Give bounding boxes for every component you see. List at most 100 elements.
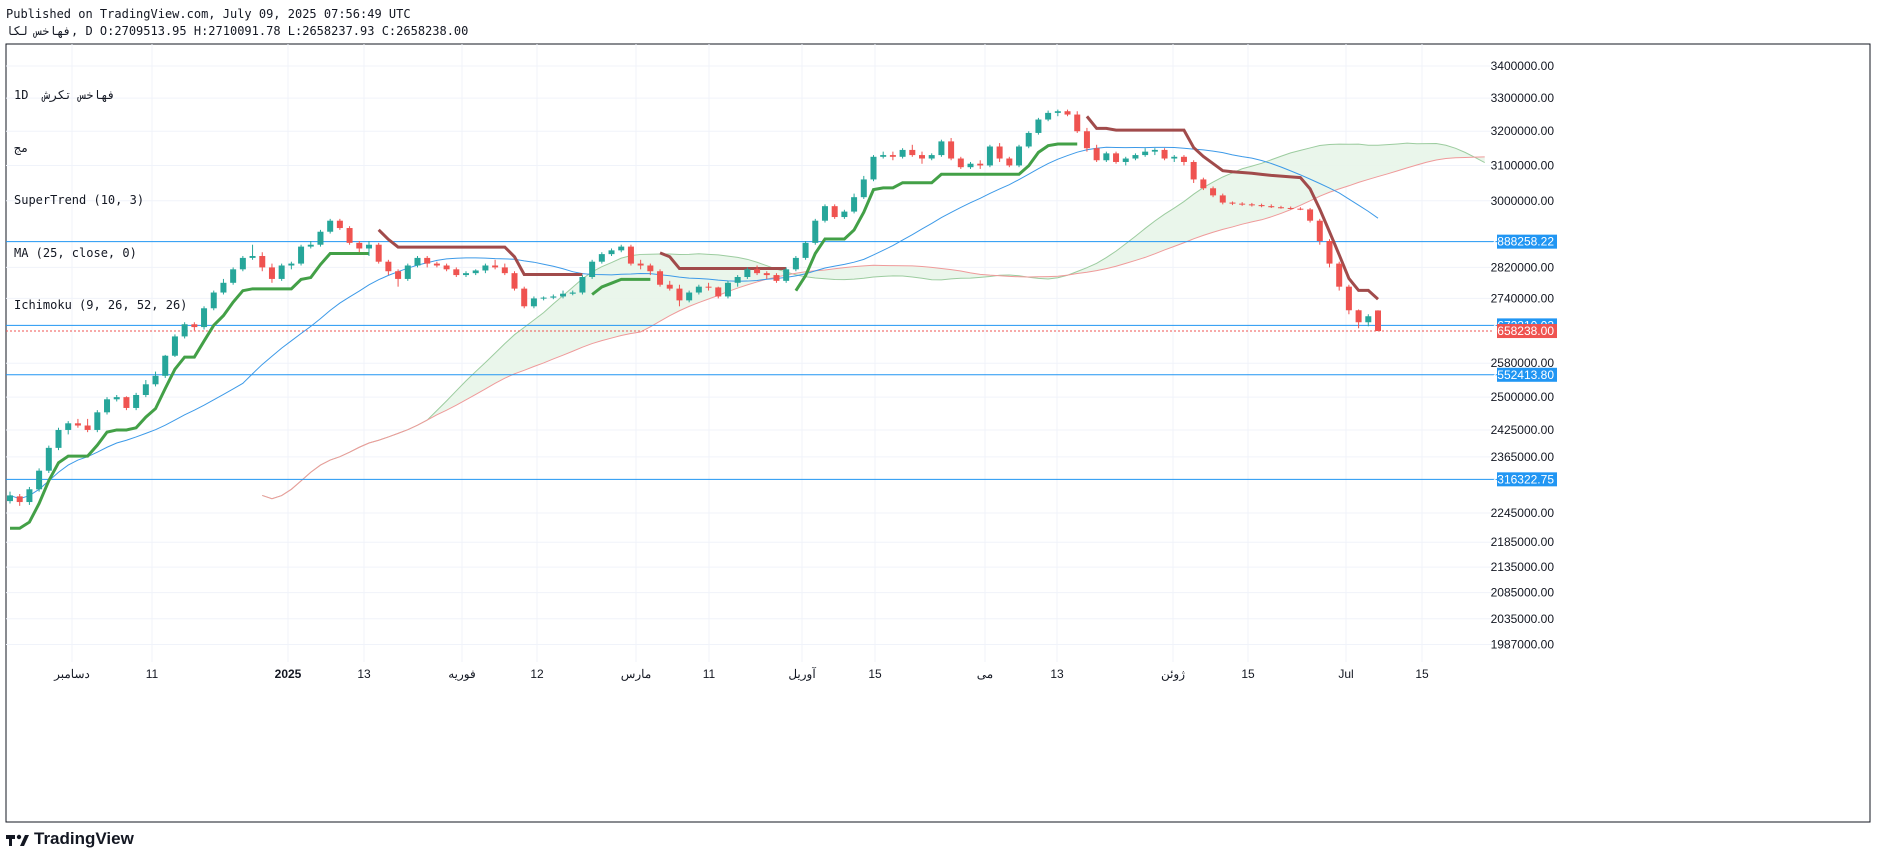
candle[interactable] [511, 271, 518, 291]
candle[interactable] [84, 418, 91, 433]
candle[interactable] [880, 151, 887, 159]
candle[interactable] [695, 284, 702, 295]
candle[interactable] [1113, 151, 1120, 164]
candle[interactable] [1326, 239, 1333, 268]
candle[interactable] [1142, 148, 1149, 157]
candle[interactable] [647, 263, 654, 276]
candle[interactable] [1035, 117, 1042, 135]
candle[interactable] [1345, 284, 1352, 315]
candle[interactable] [957, 156, 964, 169]
candle[interactable] [724, 280, 731, 299]
candle[interactable] [899, 148, 906, 159]
candle[interactable] [928, 153, 935, 161]
candle[interactable] [171, 334, 178, 357]
candle[interactable] [569, 290, 576, 296]
candle[interactable] [162, 354, 169, 378]
candle[interactable] [802, 240, 809, 260]
candle[interactable] [133, 392, 140, 411]
candle[interactable] [948, 138, 955, 161]
candle[interactable] [298, 244, 305, 266]
candle[interactable] [152, 371, 159, 387]
candle[interactable] [1083, 127, 1090, 152]
candle[interactable] [909, 144, 916, 157]
candle[interactable] [550, 294, 557, 300]
candle[interactable] [45, 445, 52, 473]
candle[interactable] [754, 265, 761, 276]
candle[interactable] [16, 493, 23, 506]
candle[interactable] [1190, 160, 1197, 183]
price-axis[interactable]: 3400000.00 3300000.00 3200000.00 3100000.00… [1491, 59, 1557, 652]
candle[interactable] [94, 410, 101, 433]
candle[interactable] [1161, 148, 1168, 161]
candle[interactable] [608, 248, 615, 257]
candle[interactable] [463, 271, 469, 278]
candle[interactable] [1122, 156, 1129, 166]
candle[interactable] [783, 267, 790, 283]
candle[interactable] [1316, 218, 1323, 245]
candle[interactable] [851, 193, 858, 214]
candle[interactable] [1375, 310, 1381, 332]
candle[interactable] [715, 286, 722, 299]
candle[interactable] [763, 271, 770, 279]
candle[interactable] [831, 204, 838, 219]
candle[interactable] [821, 204, 828, 223]
candle[interactable] [705, 282, 712, 291]
candle[interactable] [239, 256, 246, 272]
candle[interactable] [1064, 109, 1071, 117]
candle[interactable] [792, 256, 799, 272]
candle[interactable] [220, 278, 227, 295]
candle[interactable] [870, 155, 877, 182]
candle[interactable] [860, 175, 867, 199]
candle[interactable] [560, 290, 567, 299]
candle[interactable] [113, 394, 120, 402]
candle[interactable] [627, 244, 634, 266]
candle[interactable] [1210, 186, 1217, 198]
candle[interactable] [453, 267, 460, 278]
candle[interactable] [1171, 155, 1178, 162]
candle[interactable] [1239, 202, 1246, 206]
candle[interactable] [1054, 109, 1061, 117]
candle[interactable] [191, 322, 198, 331]
candle[interactable] [1103, 151, 1110, 162]
time-axis[interactable]: دسامبر 11 2025 13 فوریه 12 مارس 11 آوریل 15 می 13 ژو… [53, 666, 1429, 681]
candle[interactable] [1006, 156, 1013, 168]
candle[interactable] [36, 468, 43, 492]
candle[interactable] [414, 256, 421, 268]
candle[interactable] [1248, 202, 1255, 207]
candle[interactable] [1200, 177, 1207, 191]
candle[interactable] [1287, 206, 1294, 210]
indicator-ichimoku[interactable]: Ichimoku (9, 26, 52, 26) [14, 298, 188, 312]
candles[interactable] [7, 109, 1381, 506]
candle[interactable] [1268, 204, 1275, 208]
candle[interactable] [530, 296, 537, 309]
indicator-ma[interactable]: MA (25, close, 0) [14, 245, 137, 260]
candle[interactable] [327, 218, 334, 234]
candle[interactable] [482, 263, 489, 274]
candle[interactable] [1093, 144, 1100, 162]
candle[interactable] [1229, 201, 1236, 206]
candle[interactable] [123, 396, 130, 411]
candle[interactable] [589, 259, 596, 279]
candle[interactable] [356, 240, 363, 253]
candle[interactable] [104, 397, 111, 415]
candle[interactable] [26, 486, 33, 505]
candle[interactable] [492, 259, 499, 270]
candle[interactable] [65, 421, 72, 435]
candle[interactable] [1132, 153, 1139, 161]
candle[interactable] [666, 280, 673, 291]
candle[interactable] [637, 259, 644, 270]
candle[interactable] [404, 263, 411, 281]
candle[interactable] [1151, 148, 1158, 156]
candle[interactable] [1365, 314, 1372, 327]
candle[interactable] [433, 261, 440, 268]
candle[interactable] [986, 144, 993, 168]
candle[interactable] [744, 267, 751, 279]
candle[interactable] [1074, 111, 1081, 133]
candle[interactable] [375, 242, 382, 264]
candle[interactable] [336, 218, 343, 230]
candle[interactable] [977, 160, 984, 169]
candle[interactable] [346, 226, 353, 245]
candle[interactable] [919, 151, 925, 164]
indicator-supertrend[interactable]: SuperTrend (10, 3) [14, 193, 145, 207]
candle[interactable] [618, 244, 625, 253]
